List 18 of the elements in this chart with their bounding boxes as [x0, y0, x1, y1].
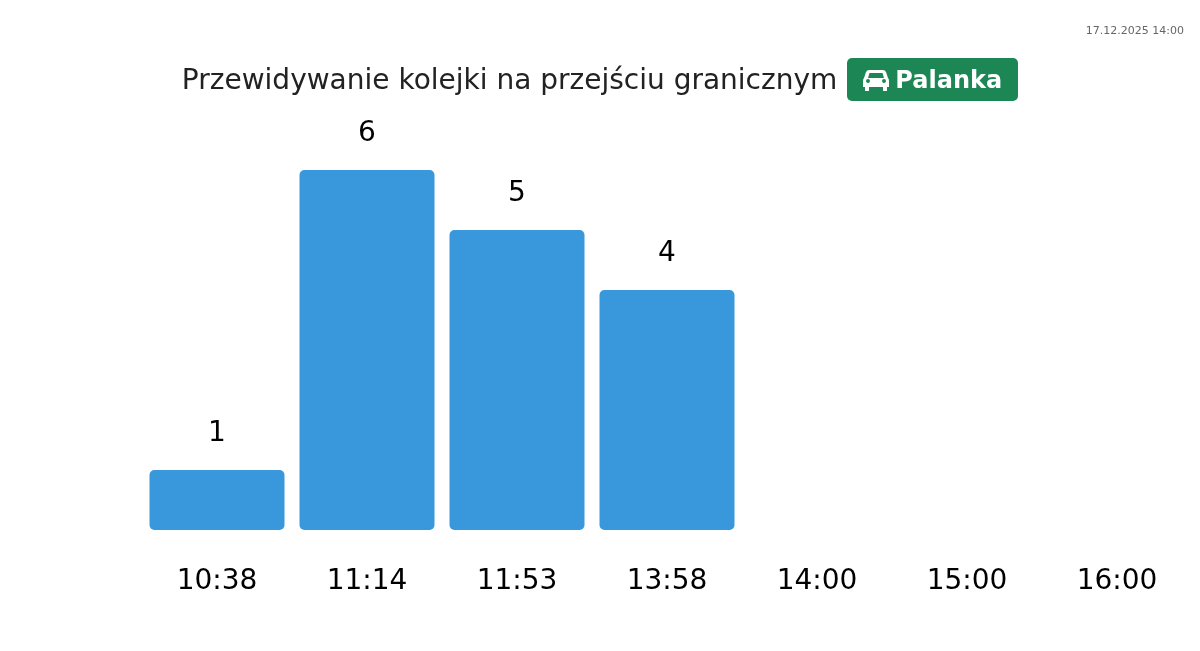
x-tick-label: 13:58	[626, 562, 708, 596]
x-tick-label: 14:00	[776, 562, 858, 596]
data-label: 5	[508, 174, 526, 208]
bar	[599, 290, 735, 530]
x-tick-label: 15:00	[926, 562, 1008, 596]
data-label: 1	[208, 414, 226, 448]
x-tick-label: 11:53	[476, 562, 558, 596]
x-tick-label: 10:38	[176, 562, 258, 596]
x-tick-label: 16:00	[1076, 562, 1158, 596]
bar	[149, 470, 285, 530]
chart-subtitle: Palanka	[895, 65, 1003, 94]
data-label: 4	[658, 234, 676, 268]
x-tick-label: 11:14	[326, 562, 408, 596]
text: 17.12.2025 14:00	[1085, 24, 1184, 37]
chart-title: Przewidywanie kolejki na przejściu granicznym	[181, 63, 838, 96]
bar	[449, 230, 585, 530]
bar	[299, 170, 435, 530]
data-label: 6	[358, 114, 376, 148]
